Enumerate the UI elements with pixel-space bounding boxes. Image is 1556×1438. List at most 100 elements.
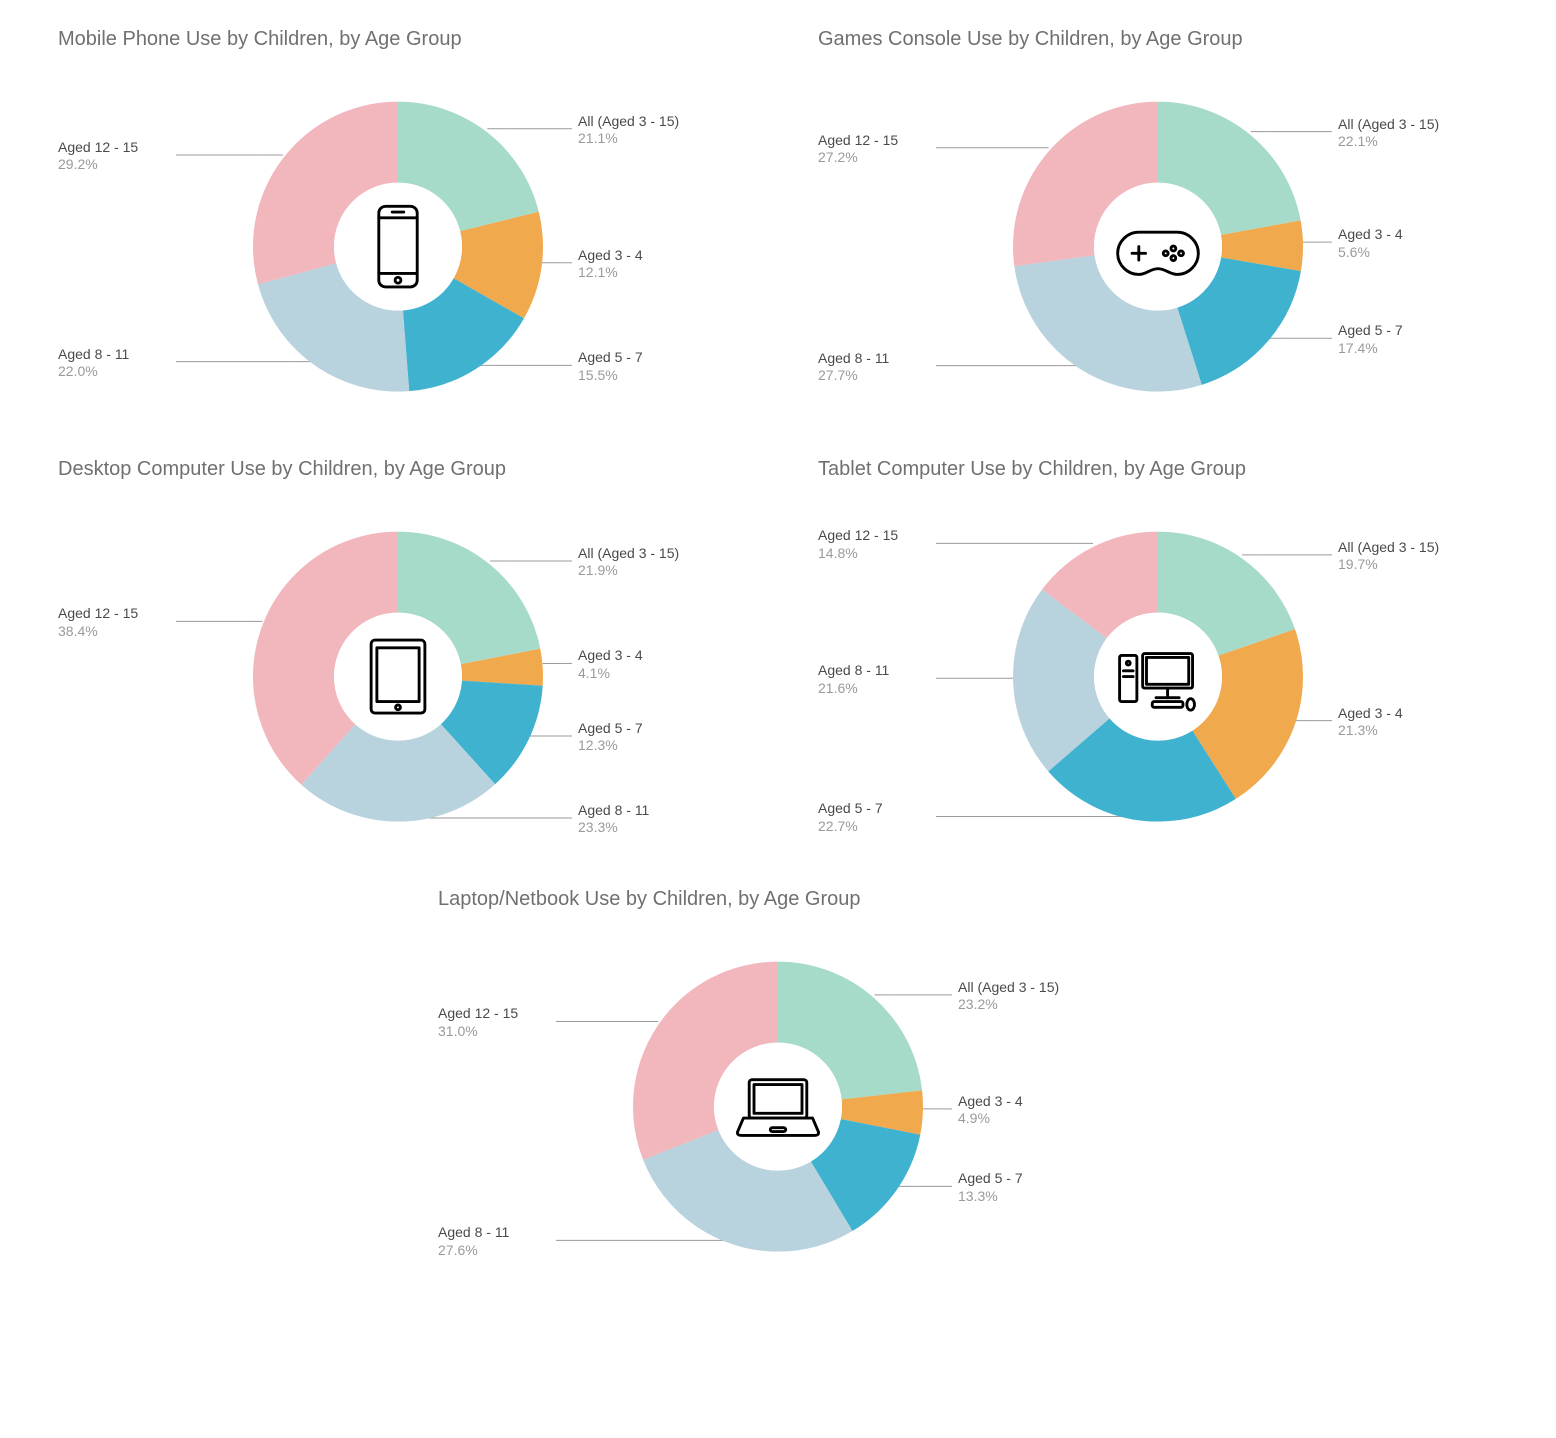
slice-label-name: All (Aged 3 - 15) [1338, 539, 1439, 557]
slice-label-age_12_15: Aged 12 - 1538.4% [58, 605, 138, 640]
slice-label-name: Aged 12 - 15 [58, 139, 138, 157]
slice-label-name: Aged 3 - 4 [958, 1093, 1023, 1111]
donut-chart [253, 102, 543, 392]
slice-label-name: Aged 8 - 11 [578, 802, 649, 820]
donut-chart [1013, 532, 1303, 822]
donut-panel-tablet: Tablet Computer Use by Children, by Age … [778, 450, 1538, 880]
donut-center [334, 183, 462, 311]
chart-title: Tablet Computer Use by Children, by Age … [818, 458, 1246, 481]
slice-label-pct: 21.6% [818, 680, 889, 698]
slice-label-pct: 21.1% [578, 130, 679, 148]
slice-label-name: Aged 12 - 15 [438, 1005, 518, 1023]
slice-label-age_5_7: Aged 5 - 712.3% [578, 720, 643, 755]
donut-chart [253, 532, 543, 822]
slice-label-pct: 27.7% [818, 367, 889, 385]
slice-label-age_8_11: Aged 8 - 1121.6% [818, 662, 889, 697]
slice-label-name: Aged 3 - 4 [1338, 705, 1403, 723]
slice-label-age_8_11: Aged 8 - 1127.7% [818, 350, 889, 385]
slice-label-name: All (Aged 3 - 15) [578, 113, 679, 131]
slice-label-name: Aged 5 - 7 [818, 800, 883, 818]
donut-chart [633, 962, 923, 1252]
slice-label-pct: 27.6% [438, 1242, 509, 1260]
gamepad-icon [1110, 199, 1206, 295]
donut-center [334, 613, 462, 741]
slice-label-name: Aged 3 - 4 [578, 247, 643, 265]
slice-label-age_3_4: Aged 3 - 44.1% [578, 647, 643, 682]
donut-panel-mobile: Mobile Phone Use by Children, by Age Gro… [18, 20, 778, 450]
desktop-pc-icon [1110, 629, 1206, 725]
page: Mobile Phone Use by Children, by Age Gro… [0, 0, 1556, 1350]
slice-label-age_5_7: Aged 5 - 715.5% [578, 349, 643, 384]
donut-chart [1013, 102, 1303, 392]
slice-label-pct: 4.9% [958, 1110, 1023, 1128]
slice-label-pct: 23.3% [578, 819, 649, 837]
chart-title: Mobile Phone Use by Children, by Age Gro… [58, 28, 462, 51]
slice-label-name: Aged 3 - 4 [1338, 226, 1403, 244]
slice-label-pct: 38.4% [58, 623, 138, 641]
slice-label-name: Aged 8 - 11 [438, 1224, 509, 1242]
slice-label-pct: 12.3% [578, 737, 643, 755]
donut-center [1094, 183, 1222, 311]
slice-label-pct: 27.2% [818, 149, 898, 167]
slice-label-pct: 22.1% [1338, 133, 1439, 151]
slice-label-name: Aged 8 - 11 [58, 346, 129, 364]
slice-label-pct: 12.1% [578, 264, 643, 282]
slice-label-name: All (Aged 3 - 15) [1338, 116, 1439, 134]
slice-label-pct: 14.8% [818, 545, 898, 563]
donut-panel-desktop: Desktop Computer Use by Children, by Age… [18, 450, 778, 880]
slice-label-pct: 17.4% [1338, 340, 1403, 358]
slice-label-pct: 29.2% [58, 156, 138, 174]
row-3: Laptop/Netbook Use by Children, by Age G… [0, 880, 1556, 1310]
row-2: Desktop Computer Use by Children, by Age… [0, 450, 1556, 880]
slice-label-name: Aged 5 - 7 [578, 720, 643, 738]
slice-label-age_5_7: Aged 5 - 722.7% [818, 800, 883, 835]
slice-label-age_8_11: Aged 8 - 1127.6% [438, 1224, 509, 1259]
slice-label-pct: 23.2% [958, 996, 1059, 1014]
slice-label-all: All (Aged 3 - 15)21.9% [578, 545, 679, 580]
slice-label-age_5_7: Aged 5 - 713.3% [958, 1170, 1023, 1205]
slice-label-name: Aged 5 - 7 [958, 1170, 1023, 1188]
slice-label-age_8_11: Aged 8 - 1123.3% [578, 802, 649, 837]
slice-label-all: All (Aged 3 - 15)22.1% [1338, 116, 1439, 151]
slice-label-age_3_4: Aged 3 - 412.1% [578, 247, 643, 282]
slice-label-pct: 21.3% [1338, 722, 1403, 740]
slice-label-age_12_15: Aged 12 - 1514.8% [818, 527, 898, 562]
slice-label-all: All (Aged 3 - 15)21.1% [578, 113, 679, 148]
donut-center [1094, 613, 1222, 741]
slice-label-name: Aged 5 - 7 [1338, 322, 1403, 340]
slice-label-age_12_15: Aged 12 - 1527.2% [818, 132, 898, 167]
slice-label-name: All (Aged 3 - 15) [958, 979, 1059, 997]
slice-label-age_8_11: Aged 8 - 1122.0% [58, 346, 129, 381]
slice-label-all: All (Aged 3 - 15)19.7% [1338, 539, 1439, 574]
donut-center [714, 1043, 842, 1171]
slice-label-name: Aged 12 - 15 [818, 527, 898, 545]
slice-label-pct: 22.0% [58, 363, 129, 381]
slice-label-all: All (Aged 3 - 15)23.2% [958, 979, 1059, 1014]
slice-label-pct: 15.5% [578, 367, 643, 385]
slice-label-age_3_4: Aged 3 - 45.6% [1338, 226, 1403, 261]
slice-label-pct: 22.7% [818, 818, 883, 836]
slice-label-pct: 31.0% [438, 1023, 518, 1041]
laptop-icon [730, 1059, 826, 1155]
slice-label-name: Aged 5 - 7 [578, 349, 643, 367]
donut-panel-console: Games Console Use by Children, by Age Gr… [778, 20, 1538, 450]
slice-label-pct: 21.9% [578, 562, 679, 580]
chart-title: Laptop/Netbook Use by Children, by Age G… [438, 888, 860, 911]
slice-label-pct: 5.6% [1338, 244, 1403, 262]
chart-title: Games Console Use by Children, by Age Gr… [818, 28, 1243, 51]
slice-label-name: Aged 12 - 15 [818, 132, 898, 150]
slice-label-age_12_15: Aged 12 - 1531.0% [438, 1005, 518, 1040]
chart-title: Desktop Computer Use by Children, by Age… [58, 458, 506, 481]
slice-label-pct: 4.1% [578, 665, 643, 683]
row-1: Mobile Phone Use by Children, by Age Gro… [0, 20, 1556, 450]
slice-label-pct: 19.7% [1338, 556, 1439, 574]
donut-panel-laptop: Laptop/Netbook Use by Children, by Age G… [398, 880, 1158, 1310]
slice-label-name: Aged 3 - 4 [578, 647, 643, 665]
slice-label-name: All (Aged 3 - 15) [578, 545, 679, 563]
slice-label-age_12_15: Aged 12 - 1529.2% [58, 139, 138, 174]
tablet-icon [350, 629, 446, 725]
slice-label-age_5_7: Aged 5 - 717.4% [1338, 322, 1403, 357]
slice-label-age_3_4: Aged 3 - 421.3% [1338, 705, 1403, 740]
slice-label-age_3_4: Aged 3 - 44.9% [958, 1093, 1023, 1128]
slice-label-name: Aged 12 - 15 [58, 605, 138, 623]
